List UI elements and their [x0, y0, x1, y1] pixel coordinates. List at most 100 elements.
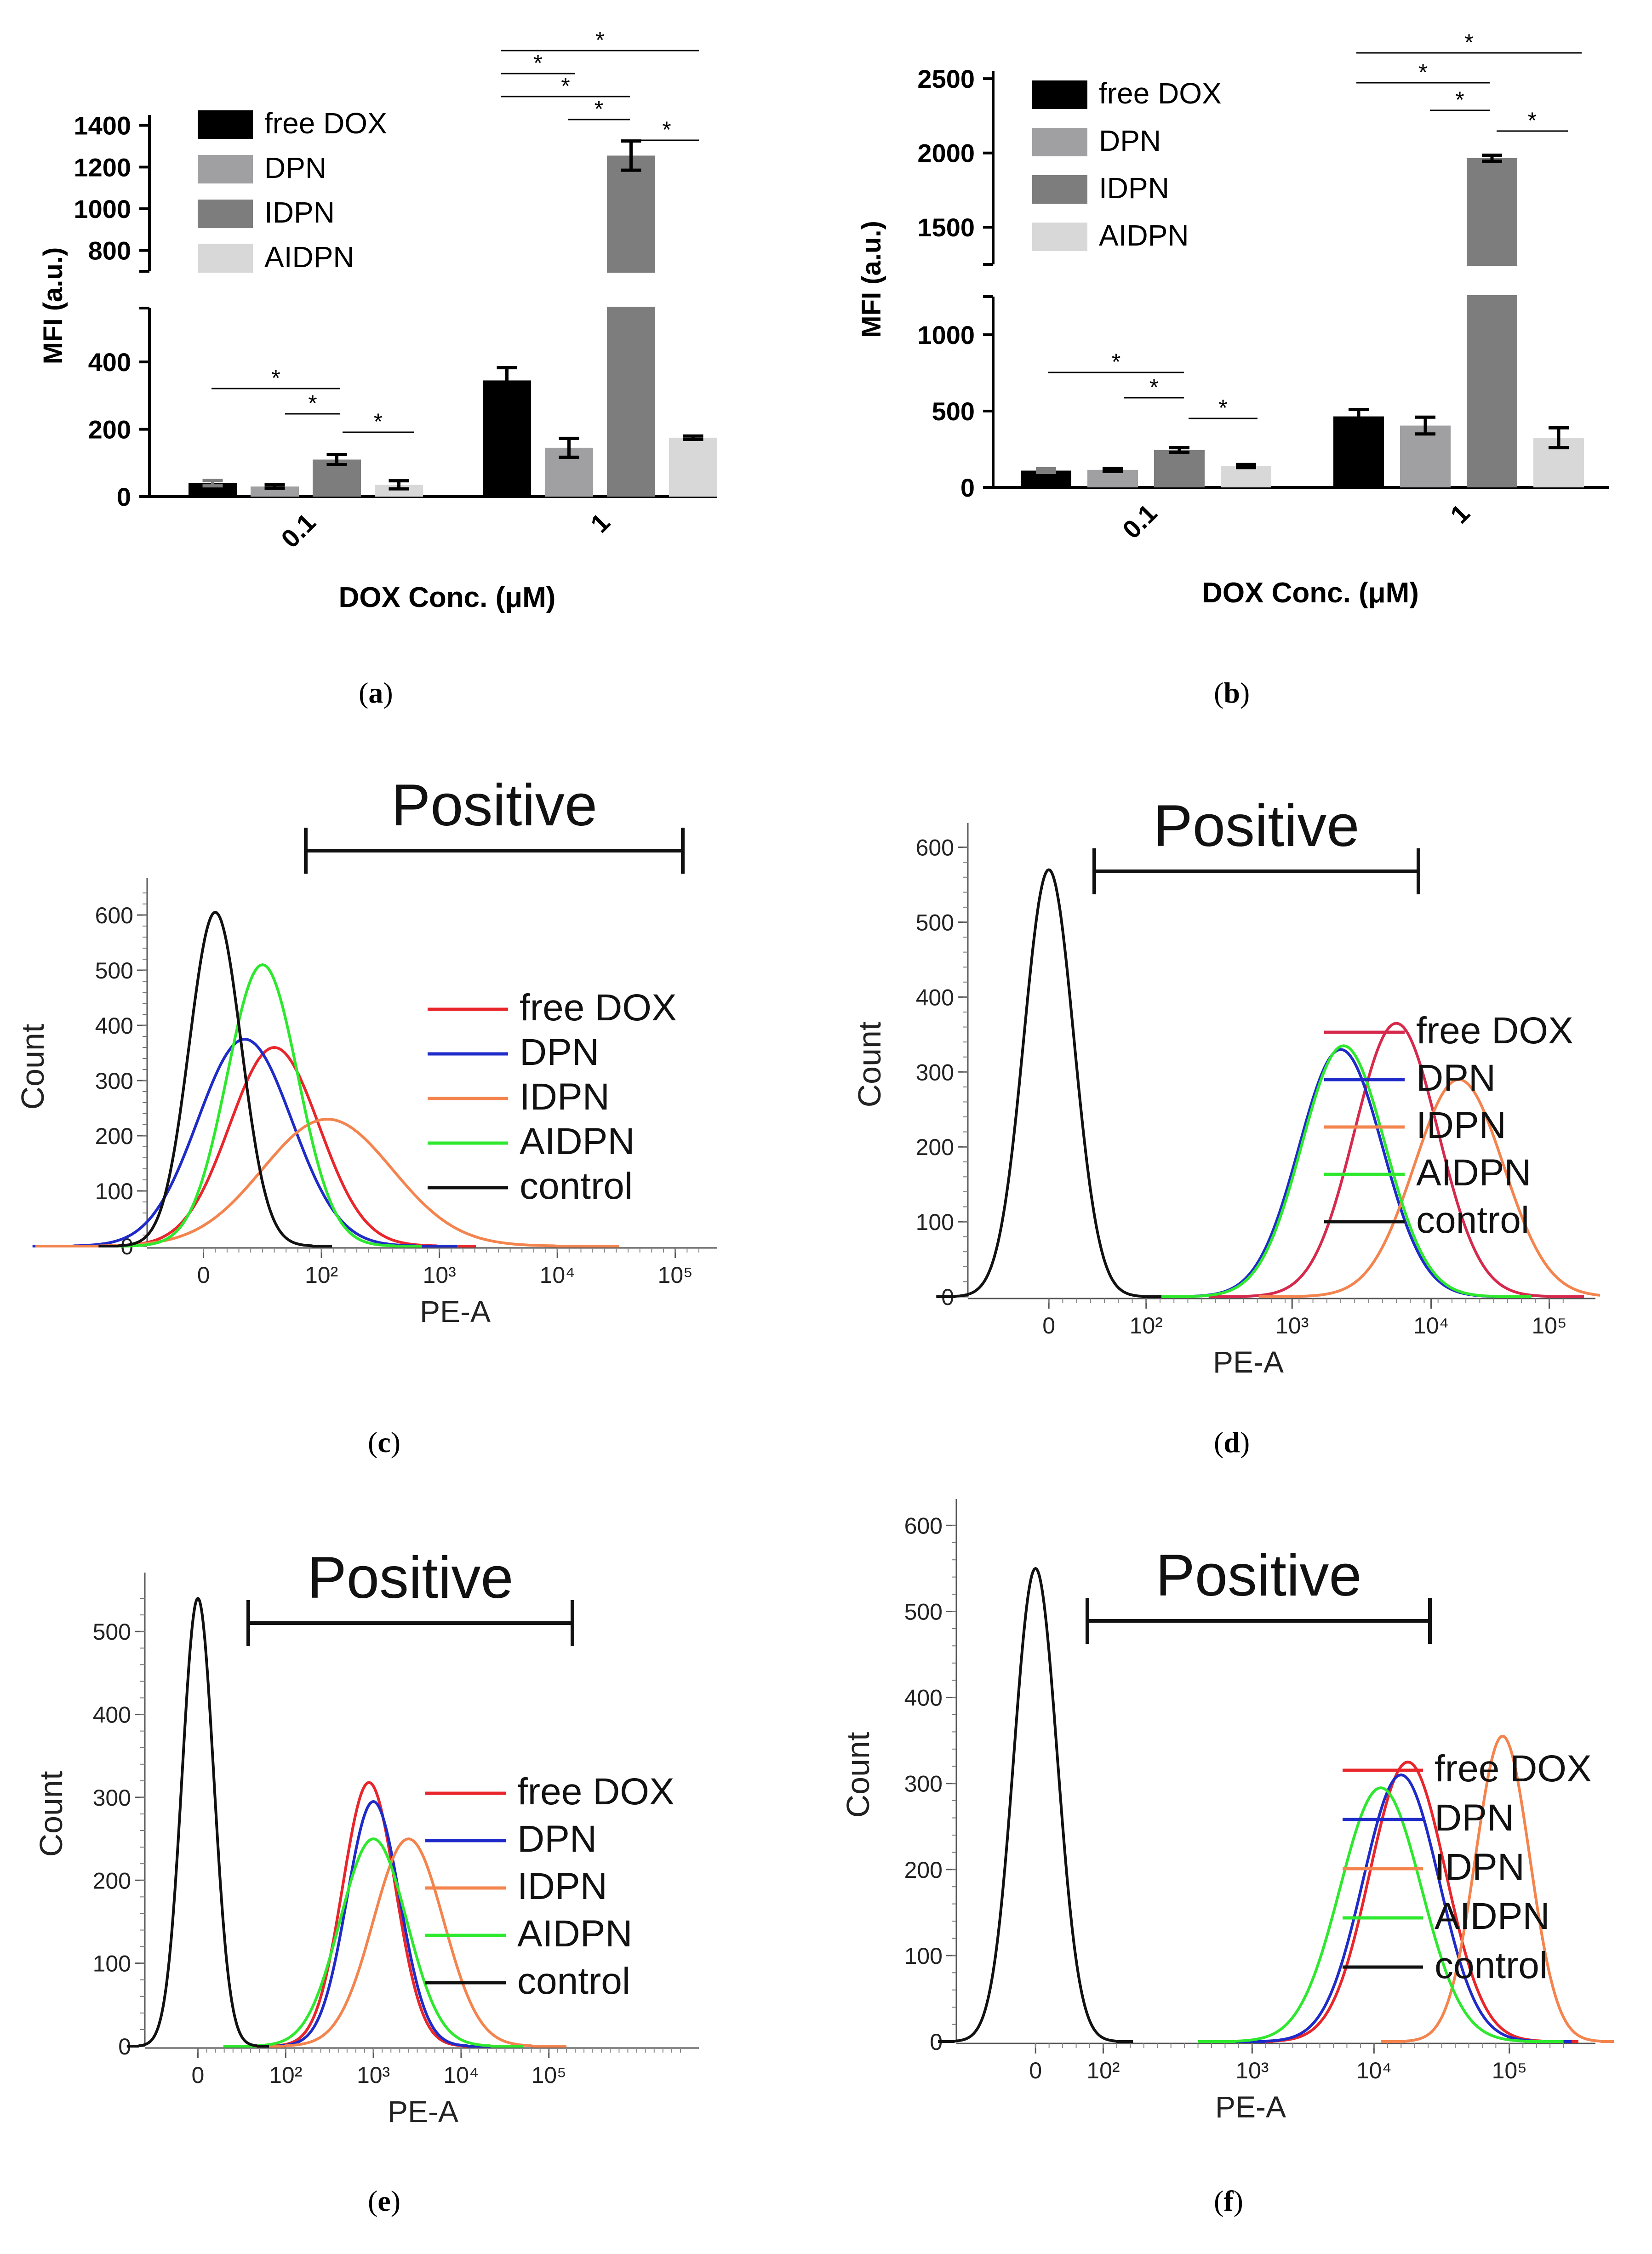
legend-label: IDPN [1099, 172, 1169, 205]
y-tick-label: 200 [93, 1868, 131, 1894]
histogram-curve [936, 868, 1161, 1298]
bar [669, 437, 717, 497]
x-tick-label: 10² [269, 2062, 302, 2088]
significance-star: * [595, 27, 604, 53]
legend-label: AIDPN [520, 1121, 635, 1162]
significance-star: * [1418, 59, 1427, 85]
y-tick-label: 600 [95, 903, 133, 928]
histogram-curve [126, 1597, 270, 2048]
y-tick-label: 600 [916, 835, 954, 861]
legend-label: free DOX [1416, 1010, 1573, 1052]
significance-star: * [533, 50, 542, 76]
legend-label: AIDPN [517, 1913, 633, 1955]
y-tick-label: 400 [916, 984, 954, 1010]
panel-label-b: (b) [1214, 676, 1250, 709]
y-tick-label: 0 [117, 482, 131, 511]
legend-label: free DOX [1435, 1748, 1592, 1790]
histogram-curve [1198, 1786, 1564, 2043]
y-tick-label: 200 [95, 1123, 133, 1149]
y-axis-label: Count [33, 1771, 69, 1857]
legend-label: IDPN [264, 196, 335, 229]
positive-gate-label: Positive [307, 1545, 513, 1611]
legend-swatch [198, 110, 253, 139]
y-tick-label: 200 [88, 415, 131, 444]
legend-swatch [1032, 80, 1087, 109]
legend-swatch [1032, 223, 1087, 251]
bar [1467, 158, 1517, 487]
legend-label: DPN [1416, 1057, 1496, 1099]
y-tick-label: 2500 [917, 64, 975, 93]
histogram-curve [250, 1781, 488, 2048]
legend-label: DPN [1435, 1797, 1514, 1839]
x-tick-label: 10³ [423, 1262, 456, 1288]
y-tick-label: 600 [904, 1513, 943, 1539]
y-tick-label: 200 [916, 1134, 954, 1160]
x-tick-label: 1 [585, 508, 616, 538]
y-tick-label: 1500 [917, 213, 975, 242]
significance-star: * [1464, 29, 1473, 55]
y-tick-label: 500 [93, 1619, 131, 1645]
bar [607, 155, 655, 497]
legend-label: control [1435, 1945, 1548, 1986]
histogram-curve [937, 1567, 1133, 2043]
histogram-curve [103, 963, 422, 1247]
legend-label: IDPN [1416, 1104, 1506, 1146]
legend-label: AIDPN [1416, 1152, 1532, 1194]
legend-label: free DOX [1099, 77, 1222, 110]
panel-label-c: (c) [368, 1426, 401, 1459]
legend-label: DPN [517, 1818, 597, 1860]
histogram-curve [32, 1038, 457, 1247]
x-tick-label: 10³ [1235, 2058, 1269, 2083]
y-tick-label: 0 [960, 473, 975, 502]
x-tick-label: 0.1 [1117, 498, 1163, 544]
x-axis-label: PE-A [388, 2094, 458, 2128]
legend-label: free DOX [264, 107, 387, 140]
y-axis-label: Count [18, 1024, 51, 1110]
legend-label: IDPN [520, 1076, 610, 1118]
bar-break-gap [1465, 266, 1519, 295]
y-tick-label: 300 [95, 1068, 133, 1094]
positive-gate-label: Positive [1153, 793, 1359, 859]
legend-swatch [1032, 128, 1087, 156]
x-axis-label: PE-A [1213, 1345, 1284, 1379]
x-tick-label: 0 [192, 2062, 205, 2088]
panel-label-e: (e) [368, 2185, 401, 2217]
x-tick-label: 0.1 [275, 508, 321, 554]
panel-label-f: (f) [1214, 2185, 1243, 2217]
legend-label: control [1416, 1199, 1529, 1241]
chart-b: 0 500 1000 1500 2000 2500 MFI (a.u.) DOX Conc. … [846, 14, 1628, 653]
y-tick-label: 1400 [74, 111, 131, 140]
bar-chart-a: 0 200 400 800 1000 1200 1400 MFI (a.u.) DOX Conc… [38, 27, 745, 613]
y-tick-label: 1200 [74, 153, 131, 182]
legend-swatch [198, 200, 253, 228]
x-axis-label: DOX Conc. (μM) [339, 582, 556, 613]
bar [1400, 425, 1451, 487]
y-tick-label: 100 [916, 1209, 954, 1235]
positive-gate-label: Positive [1155, 1543, 1361, 1608]
legend-label: AIDPN [1435, 1895, 1550, 1937]
x-axis-label: PE-A [420, 1294, 491, 1328]
x-tick-label: 0 [197, 1262, 210, 1288]
legend-label: control [517, 1960, 630, 2002]
bar [1333, 416, 1384, 487]
y-axis-label: Count [855, 1022, 887, 1108]
legend-label: free DOX [520, 987, 677, 1029]
legend-label: control [520, 1165, 633, 1207]
legend-label: free DOX [517, 1771, 675, 1813]
x-tick-label: 10⁵ [658, 1262, 693, 1288]
x-tick-label: 0 [1029, 2058, 1042, 2083]
y-tick-label: 100 [904, 1943, 943, 1969]
significance-star: * [1455, 87, 1464, 113]
histogram-curve [1258, 1078, 1652, 1298]
y-tick-label: 400 [904, 1685, 943, 1711]
y-tick-label: 300 [904, 1771, 943, 1797]
y-tick-label: 200 [904, 1857, 943, 1883]
x-tick-label: 10⁵ [1492, 2058, 1527, 2083]
y-axis-label: MFI (a.u.) [38, 247, 68, 365]
legend-label: IDPN [517, 1865, 607, 1907]
chart-d: 0 100 200 300 400 500 600 0 10² 10³ 10⁴ 10⁵ Count PE-… [852, 772, 1652, 1407]
significance-star: * [1149, 374, 1158, 400]
